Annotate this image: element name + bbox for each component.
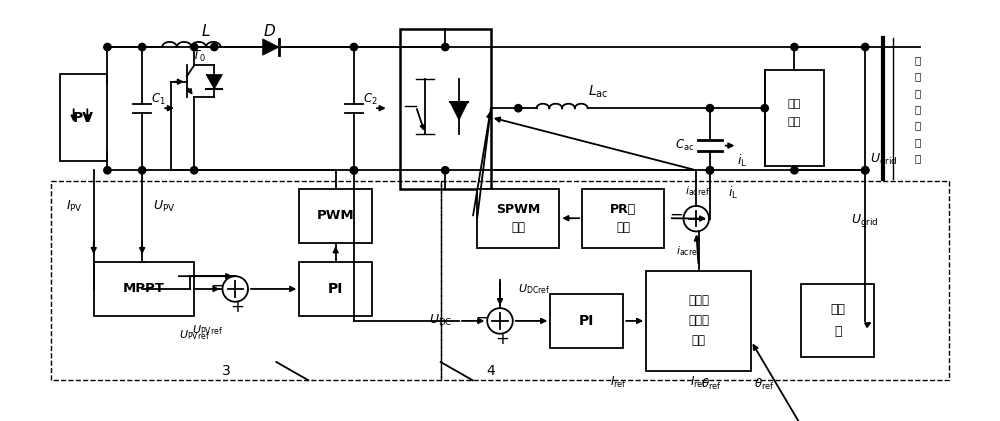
Text: $i_{\rm L}$: $i_{\rm L}$: [737, 153, 748, 169]
Text: 负载: 负载: [788, 117, 801, 127]
Text: −: −: [210, 276, 224, 294]
Text: $I_{\rm ref}$: $I_{\rm ref}$: [610, 375, 627, 389]
Text: $U_{\rm PV}$: $U_{\rm PV}$: [153, 199, 175, 214]
Circle shape: [138, 43, 146, 51]
Text: $U_{\rm DCref}$: $U_{\rm DCref}$: [518, 282, 551, 296]
Text: $i_{\rm L}$: $i_{\rm L}$: [728, 185, 739, 201]
Text: 3: 3: [222, 364, 230, 378]
Circle shape: [862, 167, 869, 174]
Polygon shape: [450, 102, 468, 120]
Text: 本地: 本地: [788, 99, 801, 109]
Circle shape: [350, 43, 358, 51]
Text: PR控: PR控: [610, 203, 636, 216]
Text: PI: PI: [579, 314, 594, 328]
Text: 环: 环: [834, 325, 842, 338]
Circle shape: [791, 43, 798, 51]
Text: +: +: [230, 298, 244, 316]
Text: 制器: 制器: [616, 221, 630, 234]
Text: $C_2$: $C_2$: [363, 91, 378, 107]
FancyBboxPatch shape: [299, 189, 372, 243]
Text: 模块: 模块: [692, 335, 706, 347]
Circle shape: [350, 167, 358, 174]
Text: $L$: $L$: [201, 23, 211, 39]
Text: $U_{\rm grid}$: $U_{\rm grid}$: [870, 151, 897, 168]
Circle shape: [791, 167, 798, 174]
Circle shape: [706, 167, 714, 174]
Text: $\theta_{\rm ref}$: $\theta_{\rm ref}$: [754, 377, 775, 392]
Text: $i_{\rm acref}$: $i_{\rm acref}$: [685, 184, 710, 198]
Text: $U_{\rm DC}$: $U_{\rm DC}$: [429, 313, 453, 328]
Text: 参考电: 参考电: [688, 294, 709, 307]
Circle shape: [138, 167, 146, 174]
Circle shape: [442, 167, 449, 174]
Circle shape: [515, 104, 522, 112]
Text: $T_0$: $T_0$: [192, 48, 206, 64]
Circle shape: [706, 167, 714, 174]
Text: $L_{\rm ac}$: $L_{\rm ac}$: [588, 84, 609, 100]
Circle shape: [442, 43, 449, 51]
Circle shape: [104, 167, 111, 174]
Text: $U_{\rm PVref}$: $U_{\rm PVref}$: [179, 328, 210, 341]
Text: MPPT: MPPT: [123, 282, 165, 296]
Text: $C_1$: $C_1$: [151, 91, 166, 107]
Circle shape: [211, 43, 218, 51]
FancyBboxPatch shape: [550, 293, 623, 348]
Text: −: −: [669, 206, 683, 224]
FancyBboxPatch shape: [582, 189, 664, 248]
Polygon shape: [206, 75, 222, 89]
Text: $U_{\rm PVref}$: $U_{\rm PVref}$: [192, 323, 223, 337]
Text: 4: 4: [486, 364, 495, 378]
Polygon shape: [263, 39, 279, 55]
Circle shape: [191, 167, 198, 174]
Text: +: +: [495, 330, 509, 348]
FancyBboxPatch shape: [477, 189, 559, 248]
Text: PWM: PWM: [317, 209, 354, 222]
Circle shape: [862, 167, 869, 174]
Text: 锁相: 锁相: [830, 304, 845, 317]
Text: $\theta_{\rm ref}$: $\theta_{\rm ref}$: [701, 377, 722, 392]
Circle shape: [706, 104, 714, 112]
Text: PI: PI: [328, 282, 343, 296]
Circle shape: [222, 276, 248, 302]
FancyBboxPatch shape: [400, 29, 491, 189]
Circle shape: [487, 308, 513, 334]
FancyBboxPatch shape: [94, 261, 194, 316]
Text: $U_{\rm grid}$: $U_{\rm grid}$: [851, 212, 879, 229]
Text: $C_{\rm ac}$: $C_{\rm ac}$: [675, 138, 694, 153]
Text: 电
网
公
共
耦
合
点: 电 网 公 共 耦 合 点: [915, 55, 921, 163]
Text: PV: PV: [73, 111, 94, 125]
FancyBboxPatch shape: [299, 261, 372, 316]
Text: SPWM: SPWM: [496, 203, 540, 216]
Circle shape: [191, 43, 198, 51]
Circle shape: [862, 43, 869, 51]
FancyBboxPatch shape: [646, 271, 751, 371]
Text: $I_{\rm ref}$: $I_{\rm ref}$: [690, 375, 707, 389]
Circle shape: [761, 104, 768, 112]
Circle shape: [104, 43, 111, 51]
Circle shape: [683, 206, 709, 232]
Text: $i_{\rm acref}$: $i_{\rm acref}$: [676, 244, 702, 258]
FancyBboxPatch shape: [801, 285, 874, 357]
Text: −: −: [475, 308, 489, 326]
Text: 流生成: 流生成: [688, 314, 709, 328]
Text: $I_{\rm PV}$: $I_{\rm PV}$: [66, 199, 83, 214]
FancyBboxPatch shape: [60, 75, 107, 161]
Circle shape: [350, 167, 358, 174]
Text: 调制: 调制: [511, 221, 525, 234]
Text: $D$: $D$: [263, 23, 276, 39]
FancyBboxPatch shape: [765, 70, 824, 166]
